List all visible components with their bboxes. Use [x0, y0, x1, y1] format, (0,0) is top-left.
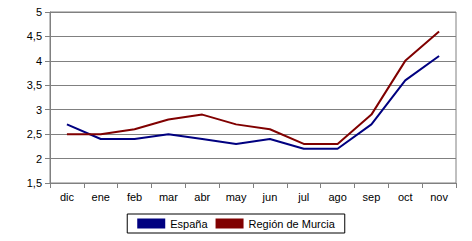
svg-text:2,5: 2,5: [27, 128, 42, 140]
svg-text:feb: feb: [127, 191, 142, 203]
svg-text:oct: oct: [398, 191, 413, 203]
svg-text:sep: sep: [363, 191, 381, 203]
svg-text:Región de Murcia: Región de Murcia: [249, 218, 336, 230]
svg-text:3: 3: [36, 104, 42, 116]
svg-text:4,5: 4,5: [27, 30, 42, 42]
svg-text:España: España: [170, 218, 208, 230]
svg-text:1,5: 1,5: [27, 177, 42, 189]
svg-text:2: 2: [36, 153, 42, 165]
svg-text:3,5: 3,5: [27, 79, 42, 91]
svg-text:nov: nov: [430, 191, 448, 203]
svg-text:ene: ene: [92, 191, 110, 203]
svg-text:jul: jul: [297, 191, 309, 203]
svg-text:abr: abr: [194, 191, 210, 203]
svg-text:may: may: [226, 191, 247, 203]
svg-text:dic: dic: [60, 191, 75, 203]
svg-text:4: 4: [36, 55, 42, 67]
svg-text:jun: jun: [262, 191, 278, 203]
svg-text:5: 5: [36, 6, 42, 18]
svg-text:mar: mar: [159, 191, 178, 203]
svg-text:ago: ago: [328, 191, 346, 203]
